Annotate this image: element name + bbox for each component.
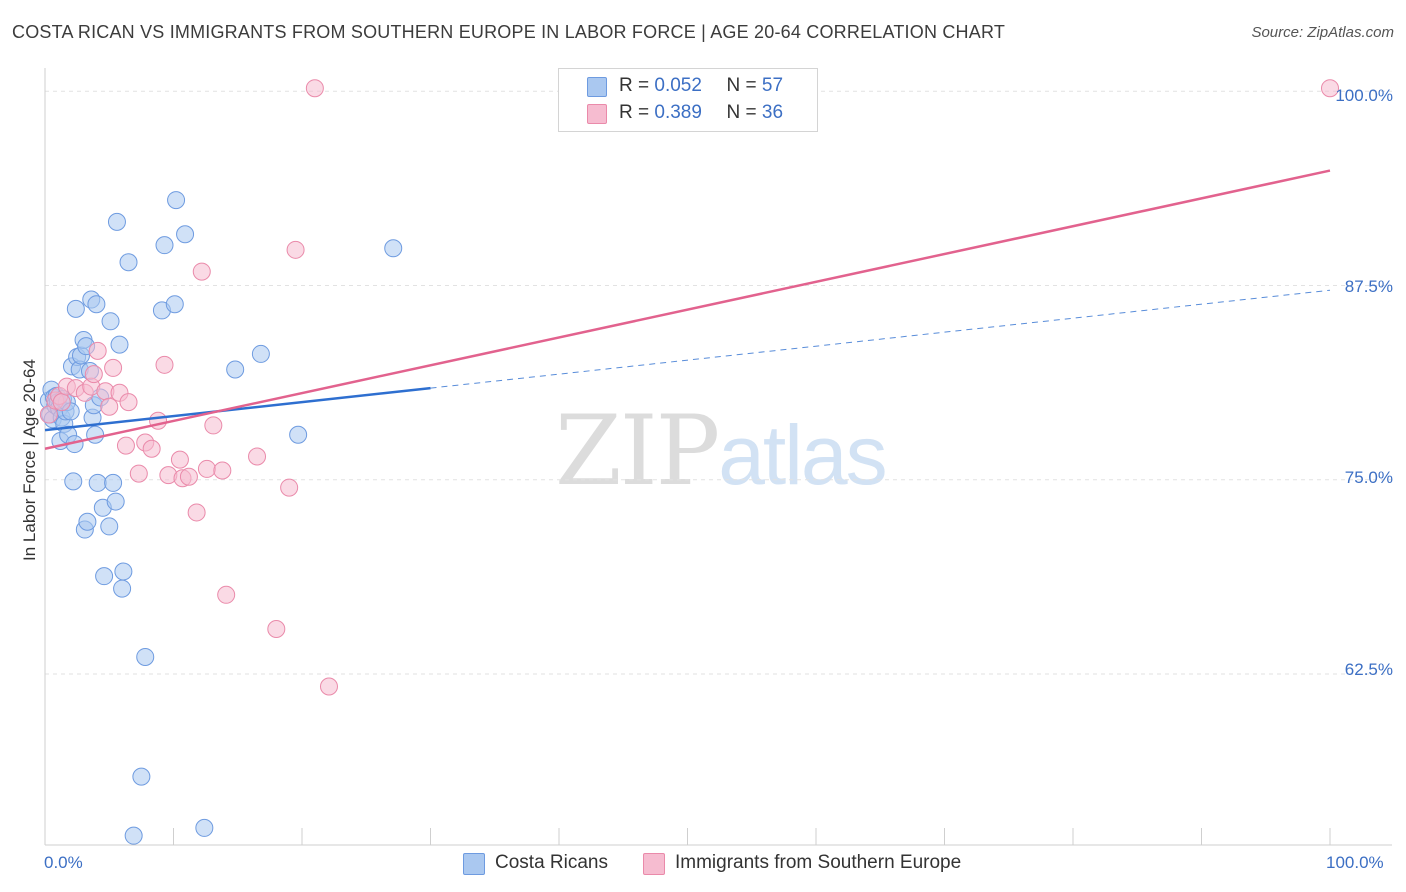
watermark-atlas: atlas <box>718 408 887 502</box>
immigrant-point <box>213 461 232 480</box>
bottom-legend-swatch-costa-ricans <box>463 853 485 875</box>
immigrant-point <box>267 619 286 638</box>
immigrant-point <box>104 358 123 377</box>
bottom-legend-swatch-immigrants <box>643 853 665 875</box>
costa-rican-point <box>87 295 106 314</box>
bottom-legend-immigrants: Immigrants from Southern Europe <box>675 852 962 873</box>
costa-rican-point <box>110 335 129 354</box>
immigrant-point <box>100 397 119 416</box>
costa-rican-point <box>64 472 83 491</box>
costa-rican-trend-line <box>44 386 431 432</box>
costa-rican-point <box>106 492 125 511</box>
immigrant-point <box>88 341 107 360</box>
costa-rican-point <box>136 647 155 666</box>
costa-rican-point <box>176 225 195 244</box>
watermark-zip: ZIP <box>555 395 720 507</box>
immigrant-point <box>129 464 148 483</box>
stats-legend: R = 0.052 N = 57 R = 0.389 N = 36 <box>558 68 818 132</box>
costa-rican-point <box>251 344 270 363</box>
costa-rican-point <box>289 425 308 444</box>
legend-r-value: 0.389 <box>654 102 702 123</box>
costa-rican-point <box>132 767 151 786</box>
legend-r-label: R = <box>619 102 650 123</box>
y-tick-label-75: 75.0% <box>1344 468 1393 487</box>
y-tick-label-62-5: 62.5% <box>1344 660 1393 679</box>
immigrant-point <box>52 393 71 412</box>
y-axis-label: In Labor Force | Age 20-64 <box>20 359 39 561</box>
legend-n-value: 36 <box>761 102 784 123</box>
immigrant-point <box>155 355 174 374</box>
immigrant-point <box>179 467 198 486</box>
legend-r-value: 0.052 <box>654 75 702 96</box>
costa-rican-point <box>86 425 105 444</box>
immigrant-point <box>1321 79 1339 98</box>
x-tick-label-0: 0.0% <box>44 853 83 872</box>
immigrant-point <box>170 450 189 469</box>
legend-n-label: N = <box>726 75 757 96</box>
immigrant-point <box>142 439 161 458</box>
source-credit: Source: ZipAtlas.com <box>1251 24 1394 41</box>
y-tick-label-87-5: 87.5% <box>1344 277 1393 296</box>
costa-rican-point <box>119 253 138 272</box>
immigrant-point <box>116 436 135 455</box>
legend-n-value: 57 <box>761 75 784 96</box>
costa-rican-trend-extension <box>430 289 1331 389</box>
legend-n-label: N = <box>726 102 757 123</box>
chart-title: COSTA RICAN VS IMMIGRANTS FROM SOUTHERN … <box>12 22 1006 42</box>
x-tick-label-100: 100.0% <box>1326 853 1384 872</box>
costa-rican-point <box>124 826 143 845</box>
costa-rican-point <box>165 295 184 314</box>
immigrant-point <box>280 478 299 497</box>
immigrant-point <box>217 585 236 604</box>
immigrant-point <box>84 365 103 384</box>
legend-row-costa-ricans: R = 0.052 N = 57 <box>619 75 783 97</box>
costa-rican-point <box>114 562 133 581</box>
costa-rican-point <box>78 512 97 531</box>
legend-r-label: R = <box>619 75 650 96</box>
immigrant-trend-line <box>44 169 1331 450</box>
immigrant-point <box>319 677 338 696</box>
costa-rican-point <box>95 567 114 586</box>
immigrant-point <box>204 416 223 435</box>
immigrant-point <box>192 262 211 281</box>
legend-row-immigrants: R = 0.389 N = 36 <box>619 102 783 124</box>
costa-rican-point <box>100 517 119 536</box>
costa-rican-point <box>107 212 126 231</box>
costa-rican-point <box>101 312 120 331</box>
immigrant-point <box>187 503 206 522</box>
costa-rican-point <box>167 191 186 210</box>
legend-swatch-blue <box>587 77 607 97</box>
costa-rican-point <box>384 239 403 258</box>
costa-rican-point <box>155 236 174 255</box>
costa-rican-point <box>66 299 85 318</box>
y-tick-label-100: 100.0% <box>1335 86 1393 105</box>
costa-rican-point <box>113 579 132 598</box>
legend-swatch-pink <box>587 104 607 124</box>
zipatlas-watermark: ZIPatlas <box>555 395 888 507</box>
immigrant-point <box>248 447 267 466</box>
immigrant-point <box>119 393 138 412</box>
costa-rican-point <box>104 473 123 492</box>
bottom-legend-costa-ricans: Costa Ricans <box>495 852 608 873</box>
immigrant-point <box>286 240 305 259</box>
costa-rican-point <box>226 360 245 379</box>
costa-rican-point <box>195 818 214 837</box>
immigrant-point <box>197 459 216 478</box>
immigrant-point <box>305 79 324 98</box>
costa-rican-point <box>88 473 107 492</box>
